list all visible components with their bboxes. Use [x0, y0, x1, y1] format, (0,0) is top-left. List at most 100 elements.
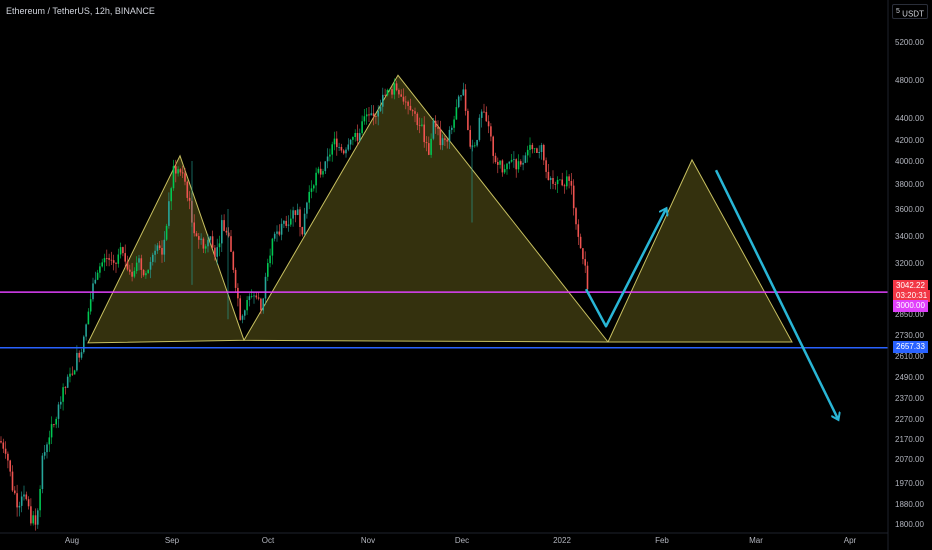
current-price-tag: 3042.22 [893, 280, 928, 292]
candle-body-235 [540, 145, 543, 152]
candle-body-116 [267, 263, 269, 277]
candle-body-249 [572, 185, 575, 209]
candle-body-119 [273, 233, 276, 239]
candle-body-115 [264, 276, 267, 299]
candle-body-117 [269, 255, 271, 264]
candle-body-207 [476, 140, 478, 146]
price-tick-11: 2610.00 [895, 352, 924, 361]
candle-body-40 [92, 283, 94, 300]
candle-body-103 [237, 287, 239, 299]
candle-body-133 [306, 202, 308, 214]
candle-body-138 [317, 168, 320, 173]
candle-body-52 [119, 247, 122, 255]
time-tick-4: Dec [455, 536, 469, 545]
candle-body-37 [85, 324, 87, 337]
candle-body-179 [411, 110, 414, 112]
candle-body-212 [487, 121, 490, 127]
candle-body-147 [338, 147, 340, 148]
candle-body-230 [529, 144, 531, 150]
candle-body-34 [78, 352, 80, 358]
candle-body-162 [372, 113, 375, 116]
candle-body-57 [131, 271, 133, 277]
candle-body-108 [248, 296, 251, 300]
candle-body-51 [117, 254, 120, 264]
candle-body-204 [469, 130, 471, 147]
candle-body-50 [115, 262, 117, 264]
candle-body-44 [101, 262, 103, 267]
candle-body-69 [158, 245, 161, 248]
horizontal-levels [0, 291, 888, 349]
candle-body-96 [221, 220, 223, 244]
price-tick-9: 2850.00 [895, 310, 924, 319]
candle-body-224 [515, 159, 517, 170]
candle-body-59 [135, 262, 138, 271]
candle-body-169 [388, 89, 391, 91]
candle-body-176 [405, 101, 407, 103]
candle-body-112 [257, 297, 260, 299]
candle-body-149 [342, 150, 345, 154]
candle-body-174 [400, 94, 402, 97]
candle-body-107 [246, 300, 248, 311]
candle-body-195 [448, 129, 451, 142]
candle-body-35 [80, 352, 83, 358]
candle-body-26 [60, 401, 62, 405]
price-tick-10: 2730.00 [895, 331, 924, 340]
candle-body-6 [14, 490, 16, 494]
blue-level-tag: 2657.33 [893, 341, 928, 353]
candle-body-185 [425, 142, 428, 144]
price-axis: 5200.00 4800.00 4400.00 4200.00 4000.00 3800.… [887, 0, 924, 550]
candle-body-241 [554, 184, 557, 185]
candle-body-79 [181, 172, 184, 174]
candle-body-141 [324, 161, 327, 172]
candle-body-95 [218, 243, 221, 248]
candle-body-189 [434, 120, 437, 128]
candle-body-170 [391, 89, 393, 95]
currency-selector-button[interactable]: 5 USDT [892, 4, 928, 19]
candle-body-163 [375, 116, 377, 117]
candle-body-156 [359, 133, 361, 141]
candle-body-146 [336, 138, 338, 148]
candle-body-236 [543, 145, 545, 161]
candle-body-56 [129, 269, 131, 272]
candle-body-89 [204, 246, 207, 249]
candle-body-168 [386, 90, 389, 96]
candle-body-200 [460, 95, 462, 97]
candle-body-210 [483, 111, 485, 113]
candle-body-192 [441, 138, 444, 146]
candle-body-161 [370, 113, 373, 116]
candle-body-231 [531, 144, 534, 150]
triangle-pattern-3 [607, 158, 793, 343]
candle-body-47 [108, 258, 110, 260]
candle-body-14 [32, 515, 34, 524]
candle-body-21 [48, 437, 51, 445]
candle-body-104 [239, 298, 241, 320]
candle-body-209 [480, 111, 483, 118]
price-tick-8: 3200.00 [895, 259, 924, 268]
projection-arrow-1 [584, 209, 666, 328]
candle-body-227 [522, 162, 524, 165]
candle-body-167 [384, 94, 386, 96]
time-tick-1: Sep [165, 536, 180, 545]
candle-body-154 [354, 133, 356, 137]
candle-body-159 [365, 114, 368, 117]
price-tick-3: 4200.00 [895, 136, 924, 145]
candle-body-92 [211, 236, 214, 248]
candle-body-164 [377, 110, 379, 117]
candle-body-173 [398, 90, 400, 95]
candle-body-232 [533, 148, 536, 150]
candle-body-237 [545, 160, 547, 172]
candle-body-255 [586, 265, 589, 290]
candle-body-39 [89, 299, 92, 312]
candle-body-211 [485, 112, 488, 122]
candle-body-100 [230, 236, 232, 252]
triangle-pattern-2 [243, 74, 610, 343]
candle-body-196 [451, 127, 453, 130]
candle-body-64 [147, 269, 149, 274]
candle-body-254 [584, 259, 586, 266]
candle-body-208 [478, 117, 481, 140]
candle-body-244 [561, 179, 563, 186]
candle-body-61 [140, 258, 143, 270]
candle-body-155 [356, 133, 359, 141]
candle-body-58 [133, 270, 136, 277]
